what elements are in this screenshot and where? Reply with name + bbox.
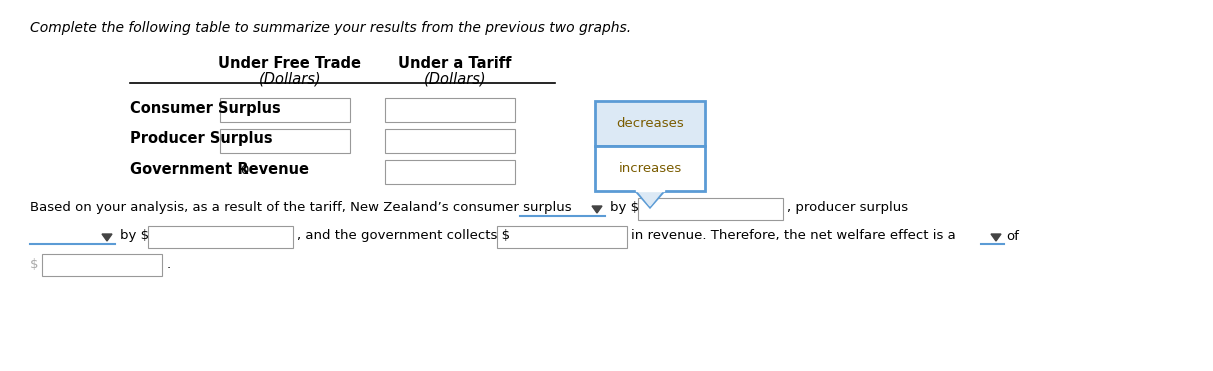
- Text: by $: by $: [610, 201, 639, 214]
- Text: , producer surplus: , producer surplus: [787, 201, 909, 214]
- FancyBboxPatch shape: [42, 254, 163, 276]
- Text: decreases: decreases: [616, 117, 684, 130]
- FancyBboxPatch shape: [385, 129, 516, 153]
- Text: of: of: [1006, 230, 1019, 243]
- Text: .: .: [167, 257, 171, 270]
- Polygon shape: [102, 234, 112, 241]
- Polygon shape: [991, 234, 1001, 241]
- Text: $: $: [30, 257, 39, 270]
- Text: Based on your analysis, as a result of the tariff, New Zealand’s consumer surplu: Based on your analysis, as a result of t…: [30, 201, 571, 214]
- FancyBboxPatch shape: [596, 146, 705, 191]
- FancyBboxPatch shape: [497, 226, 627, 248]
- FancyBboxPatch shape: [596, 101, 705, 146]
- Text: by $: by $: [120, 230, 149, 243]
- FancyBboxPatch shape: [385, 160, 516, 184]
- Text: Government Revenue: Government Revenue: [130, 162, 309, 177]
- Text: Consumer Surplus: Consumer Surplus: [130, 101, 280, 115]
- Text: Producer Surplus: Producer Surplus: [130, 131, 273, 147]
- Text: Under a Tariff: Under a Tariff: [398, 56, 512, 71]
- Text: (Dollars): (Dollars): [423, 72, 486, 87]
- Polygon shape: [592, 206, 602, 213]
- Text: Under Free Trade: Under Free Trade: [218, 56, 361, 71]
- Text: , and the government collects $: , and the government collects $: [297, 230, 511, 243]
- FancyBboxPatch shape: [638, 198, 784, 220]
- FancyBboxPatch shape: [148, 226, 294, 248]
- Text: Complete the following table to summarize your results from the previous two gra: Complete the following table to summariz…: [30, 21, 631, 35]
- Text: in revenue. Therefore, the net welfare effect is a: in revenue. Therefore, the net welfare e…: [631, 230, 956, 243]
- Text: (Dollars): (Dollars): [258, 72, 321, 87]
- Polygon shape: [637, 190, 664, 206]
- FancyBboxPatch shape: [385, 98, 516, 122]
- FancyBboxPatch shape: [220, 98, 351, 122]
- Text: increases: increases: [619, 162, 682, 175]
- Polygon shape: [636, 188, 664, 191]
- FancyBboxPatch shape: [220, 129, 351, 153]
- Text: 0: 0: [240, 164, 249, 177]
- Polygon shape: [636, 191, 664, 207]
